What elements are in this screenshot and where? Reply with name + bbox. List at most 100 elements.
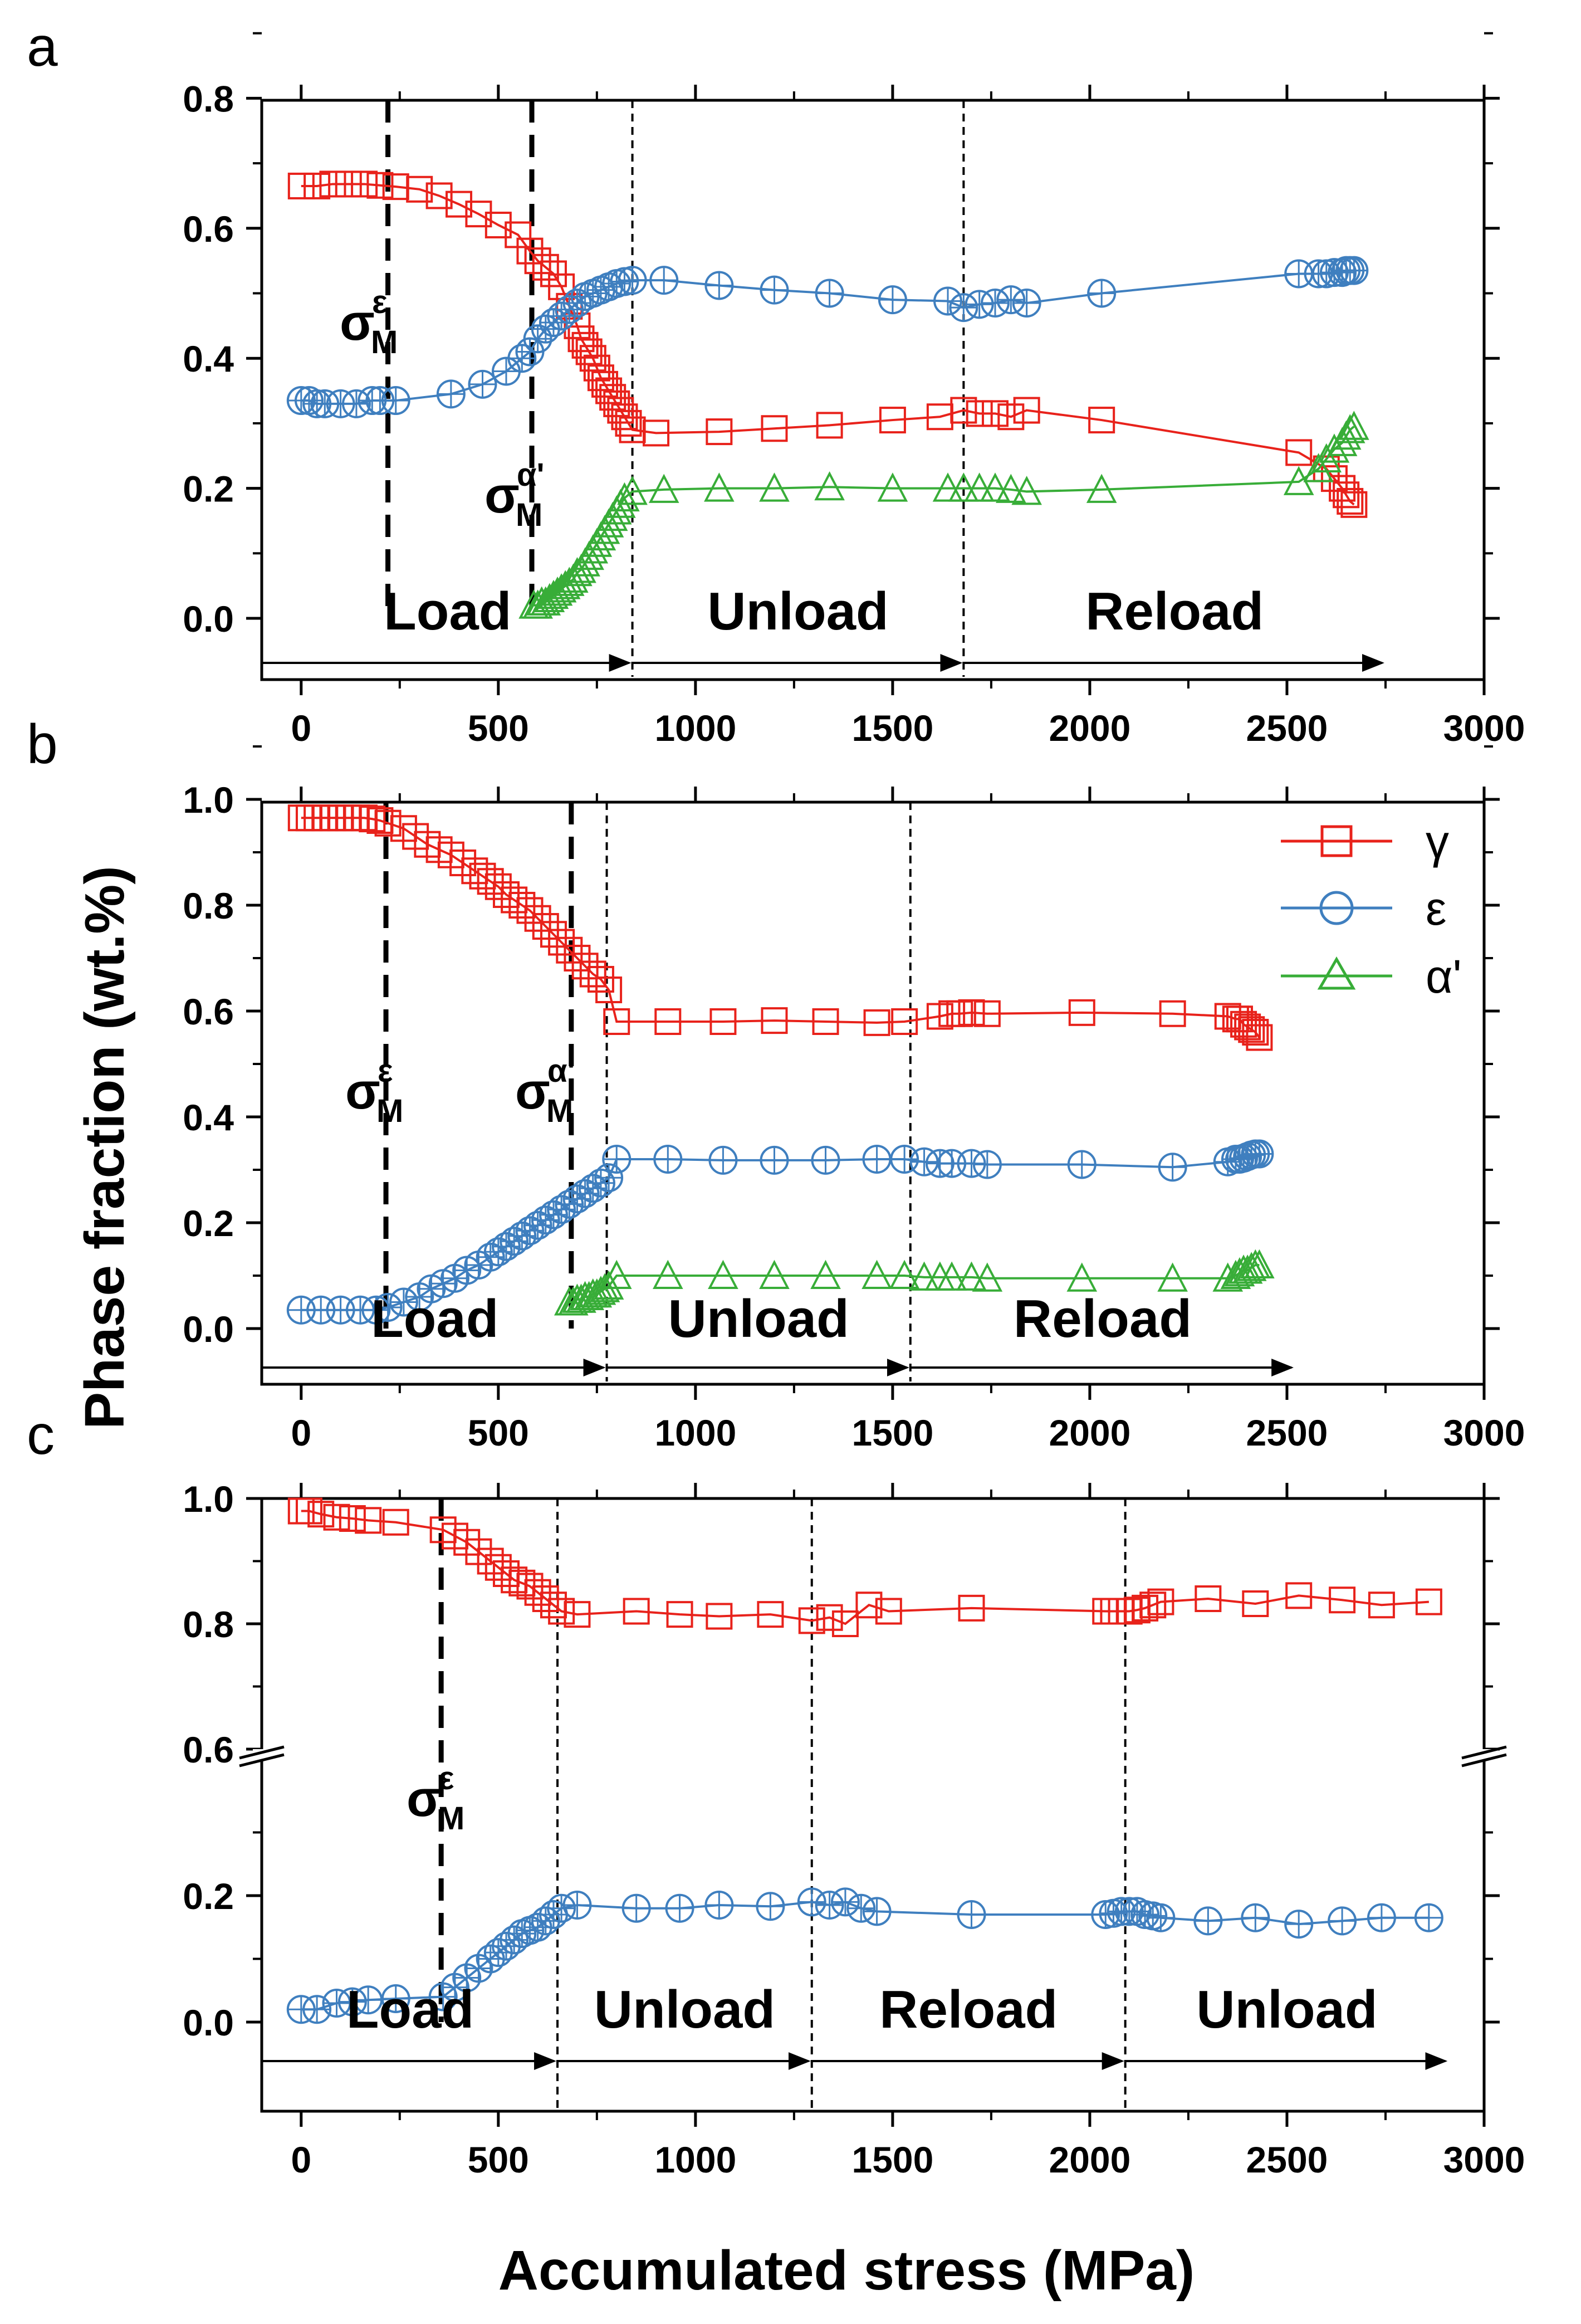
data-point-square <box>351 170 378 198</box>
data-point-triangle <box>1212 1262 1244 1292</box>
critical-stress-subscript: M <box>546 1093 573 1129</box>
x-tick-label: 1500 <box>851 1412 933 1453</box>
critical-stress-superscript: ε <box>439 1760 454 1796</box>
data-point-square <box>1132 1594 1159 1622</box>
data-point-triangle <box>980 472 1011 502</box>
segment-label: Load <box>384 582 511 641</box>
data-point-square <box>1195 1585 1222 1612</box>
data-point-square <box>524 905 551 932</box>
y-tick-label: 0.2 <box>183 1203 234 1244</box>
x-tick-label: 0 <box>291 1412 311 1453</box>
data-point-square <box>1333 481 1360 509</box>
critical-stress-superscript: α' <box>547 1053 575 1089</box>
data-point-square <box>1242 1019 1269 1046</box>
data-point-triangle <box>585 1276 616 1305</box>
legend-marker-square <box>1320 825 1353 857</box>
data-point-triangle <box>862 1259 892 1289</box>
critical-stress-subscript: M <box>438 1800 464 1837</box>
data-point-square <box>304 172 331 199</box>
y-tick-label: 0.0 <box>183 1309 234 1350</box>
data-point-square <box>1013 397 1040 424</box>
data-point-triangle <box>759 1259 790 1289</box>
x-tick-label: 1000 <box>654 1412 736 1453</box>
data-point-square <box>1238 1016 1265 1043</box>
data-point-triangle <box>877 472 908 502</box>
data-point-square <box>532 913 559 940</box>
data-point-square <box>307 1501 335 1528</box>
data-point-triangle <box>546 573 577 603</box>
data-point-triangle <box>956 1261 987 1291</box>
x-tick-label: 1000 <box>654 707 736 749</box>
axis-break-mark <box>239 1745 285 1760</box>
data-point-square <box>875 1598 902 1625</box>
panel-b-chart: 0 500 1000 1500 2000 2500 3000 0.0 0.2 0.4 0.6 0.8 1… <box>183 745 1525 1453</box>
data-point-triangle <box>759 472 790 502</box>
data-point-triangle <box>581 1278 613 1308</box>
data-point-square <box>540 921 567 948</box>
data-point-triangle <box>1236 1252 1267 1281</box>
y-tick-label: 0.0 <box>183 598 234 639</box>
data-point-square <box>1246 1024 1273 1051</box>
data-point-square <box>816 1604 843 1631</box>
data-point-square <box>564 945 591 971</box>
data-point-square <box>816 412 843 439</box>
critical-stress-symbol: σ <box>340 294 375 351</box>
data-point-triangle <box>889 1259 920 1289</box>
critical-stress-symbol: σ <box>515 1063 550 1120</box>
data-point-triangle <box>1086 473 1117 503</box>
data-point-square <box>1159 1000 1186 1027</box>
legend-marker-circle <box>1319 891 1354 925</box>
data-point-square <box>706 418 733 446</box>
x-tick-label: 3000 <box>1443 707 1525 749</box>
segment-label: Unload <box>668 1289 849 1349</box>
data-point-square <box>950 397 977 424</box>
series-line <box>533 426 1355 607</box>
data-point-square <box>666 1601 693 1628</box>
legend-label-alpha: α' <box>1426 950 1462 1003</box>
critical-stress-superscript: ε <box>378 1053 393 1089</box>
data-point-square <box>831 1610 859 1637</box>
legend-marker-triangle <box>1317 956 1356 990</box>
data-point-square <box>1088 407 1115 434</box>
data-point-triangle <box>1232 1254 1263 1284</box>
legend-label-epsilon: ε <box>1426 882 1446 935</box>
data-point-triangle <box>814 471 845 501</box>
y-tick-label: 1.0 <box>183 779 234 821</box>
series-line <box>301 183 1355 506</box>
axis-break-mark <box>239 1753 285 1768</box>
y-tick-label: 0.8 <box>183 1604 234 1645</box>
data-point-square <box>863 1009 890 1036</box>
data-point-square <box>516 237 544 265</box>
y-tick-label: 0.2 <box>183 1876 234 1917</box>
data-point-triangle <box>1244 1249 1275 1278</box>
y-tick-label: 0.6 <box>183 1729 234 1770</box>
data-point-square <box>406 175 433 203</box>
data-point-square <box>287 172 315 199</box>
data-point-square <box>484 211 512 238</box>
data-point-triangle <box>617 476 648 505</box>
legend-item-epsilon: ε <box>1281 882 1446 935</box>
y-tick-label: 0.2 <box>183 468 234 510</box>
segment-label: Unload <box>707 582 888 641</box>
data-point-square <box>575 338 603 365</box>
data-point-square <box>623 1598 650 1625</box>
data-point-square <box>532 253 559 281</box>
data-point-square <box>997 403 1025 431</box>
data-point-triangle <box>972 1262 1003 1292</box>
panel-a-chart: 0 500 1000 1500 2000 2500 3000 0.0 0.2 0.4 0.6 0.8 σ… <box>183 32 1525 749</box>
data-point-triangle <box>601 1259 632 1289</box>
data-point-triangle <box>810 1259 841 1289</box>
data-point-square <box>335 170 362 198</box>
segment-label: Reload <box>1014 1289 1192 1349</box>
data-point-square <box>966 400 993 427</box>
data-point-square <box>1340 491 1368 518</box>
data-point-square <box>855 1591 883 1619</box>
x-tick-label: 500 <box>468 707 529 749</box>
legend-item-gamma: γ <box>1281 816 1449 868</box>
critical-stress-superscript: ε <box>372 284 388 320</box>
data-point-square <box>1337 487 1364 515</box>
data-point-square <box>374 809 402 837</box>
panel-c-chart: 0 500 1000 1500 2000 2500 3000 0.6 0.8 1.0 0.0 0.2 σ… <box>183 1478 1525 2180</box>
panel-letter-b: b <box>27 713 58 775</box>
